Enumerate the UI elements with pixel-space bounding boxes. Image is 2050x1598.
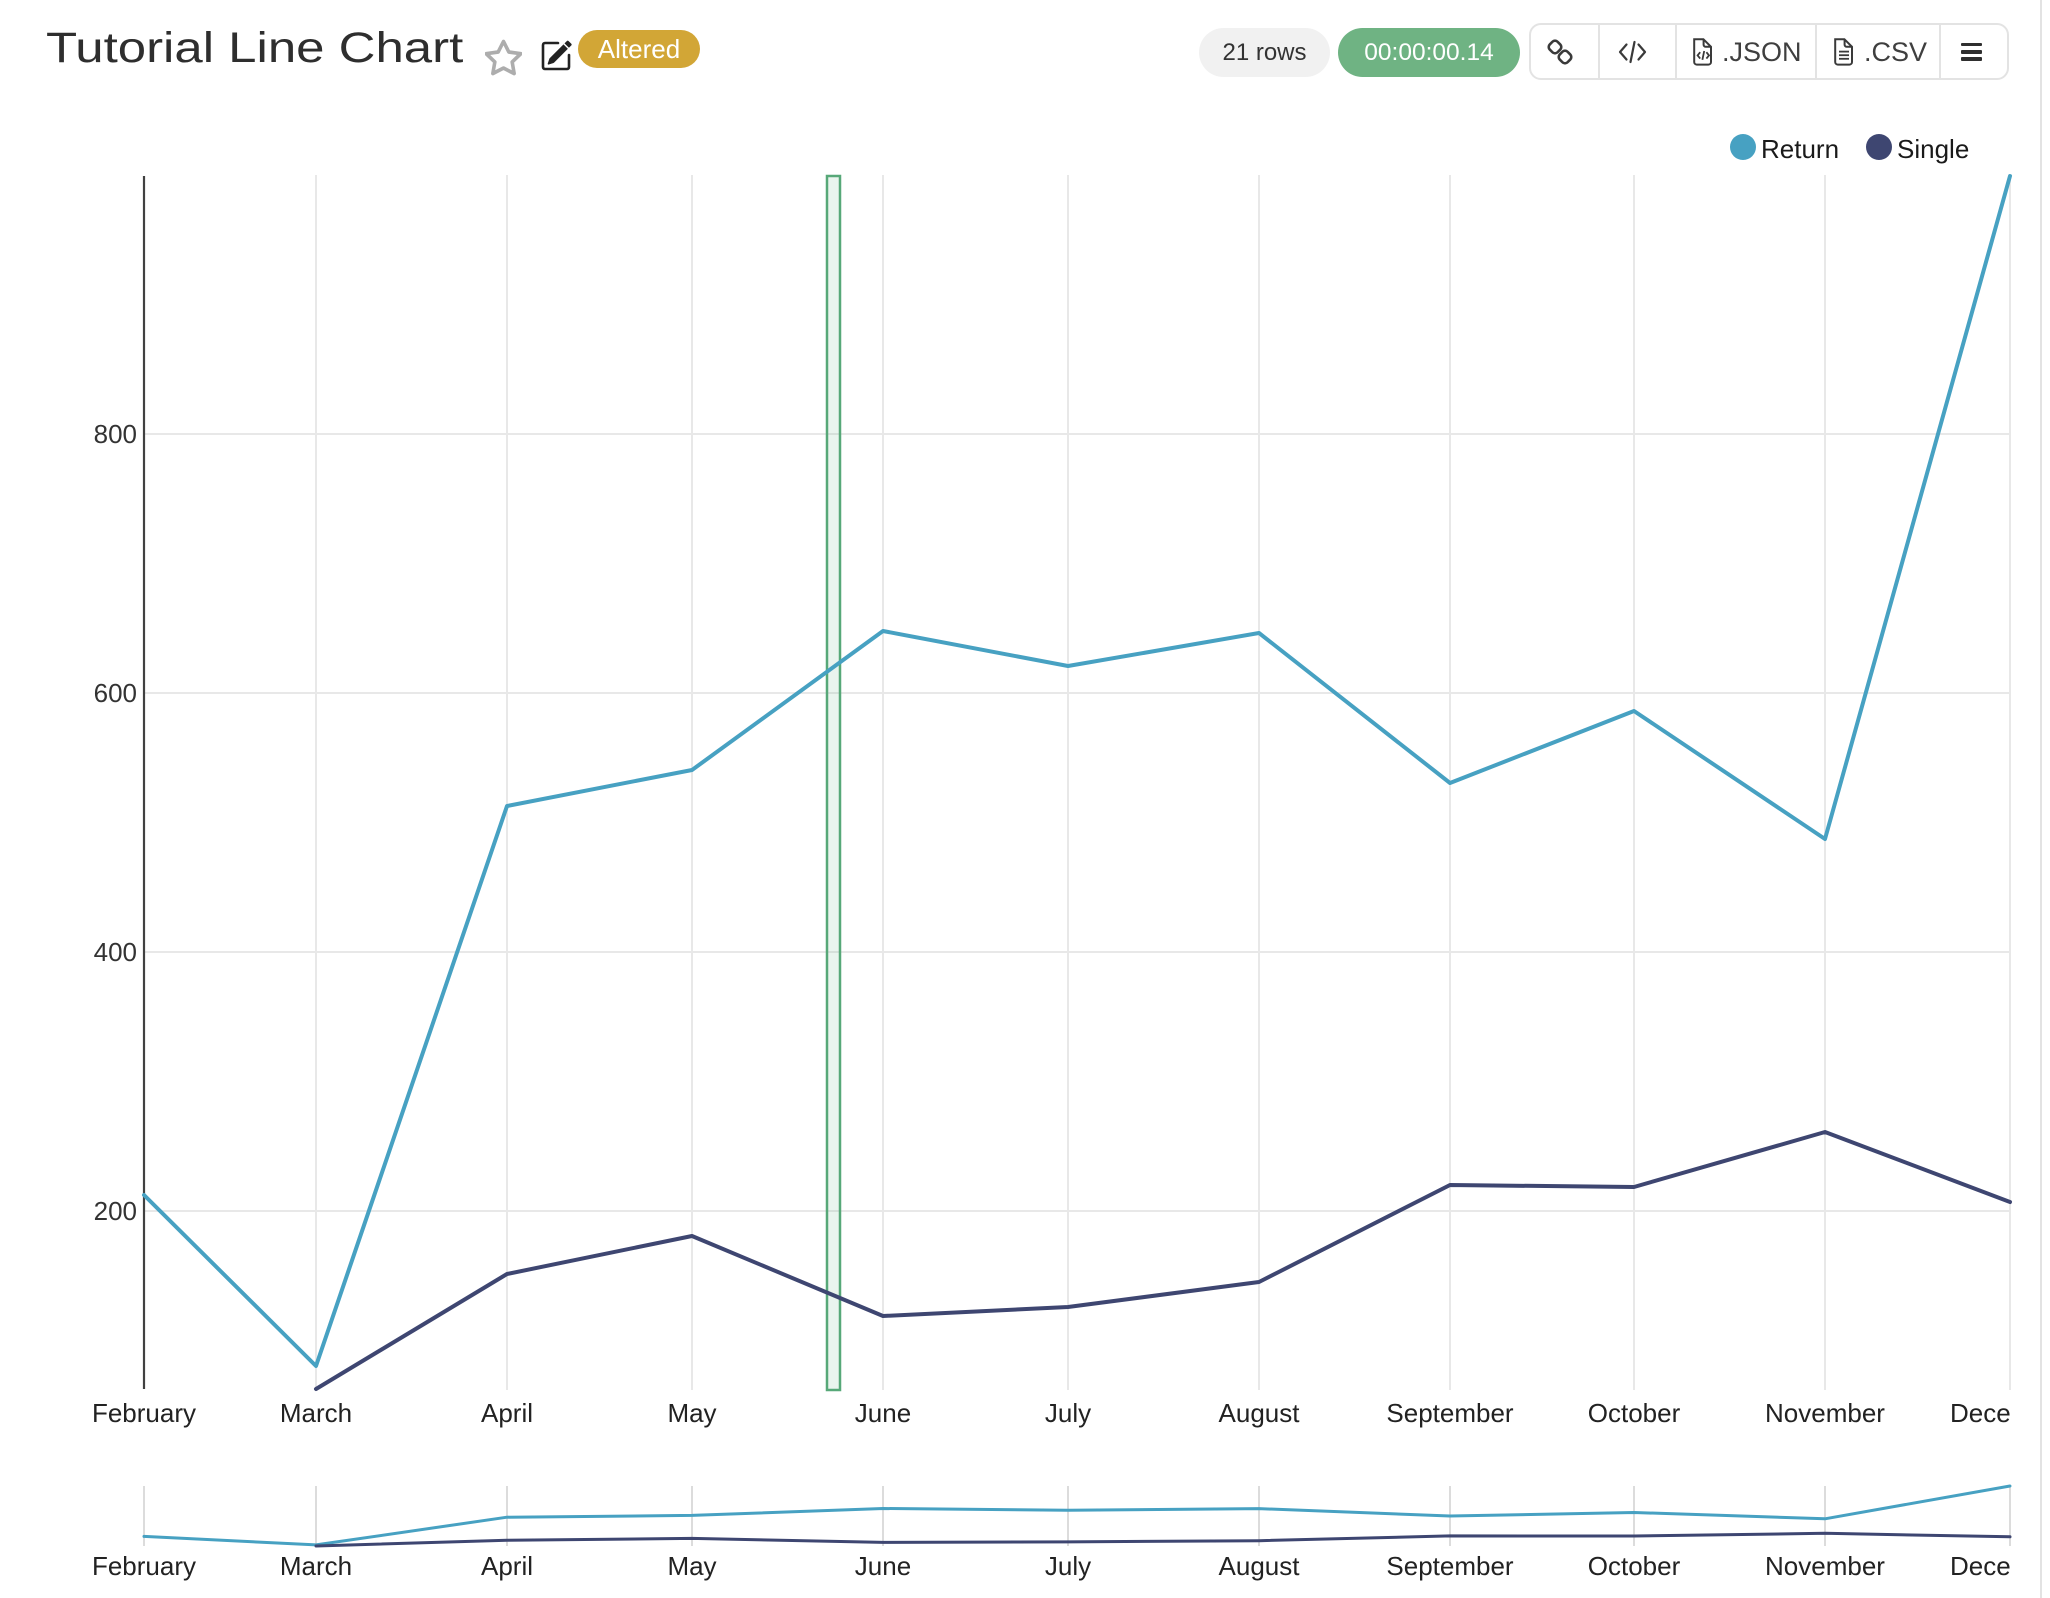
svg-text:December: December bbox=[1950, 1551, 2050, 1581]
svg-text:October: October bbox=[1588, 1551, 1681, 1581]
svg-text:February: February bbox=[92, 1551, 196, 1581]
svg-text:August: August bbox=[1219, 1398, 1301, 1428]
svg-text:May: May bbox=[667, 1551, 716, 1581]
svg-text:November: November bbox=[1765, 1398, 1885, 1428]
svg-text:June: June bbox=[855, 1551, 911, 1581]
svg-text:February: February bbox=[92, 1398, 196, 1428]
svg-text:July: July bbox=[1045, 1551, 1091, 1581]
svg-text:May: May bbox=[667, 1398, 716, 1428]
svg-text:August: August bbox=[1219, 1551, 1301, 1581]
svg-text:July: July bbox=[1045, 1398, 1091, 1428]
svg-text:November: November bbox=[1765, 1551, 1885, 1581]
svg-text:June: June bbox=[855, 1398, 911, 1428]
svg-text:October: October bbox=[1588, 1398, 1681, 1428]
svg-text:800: 800 bbox=[94, 419, 137, 449]
svg-text:April: April bbox=[481, 1551, 533, 1581]
svg-text:September: September bbox=[1386, 1551, 1514, 1581]
svg-text:April: April bbox=[481, 1398, 533, 1428]
svg-text:December: December bbox=[1950, 1398, 2050, 1428]
svg-text:September: September bbox=[1386, 1398, 1514, 1428]
svg-text:March: March bbox=[280, 1398, 352, 1428]
svg-text:400: 400 bbox=[94, 937, 137, 967]
svg-text:March: March bbox=[280, 1551, 352, 1581]
svg-text:200: 200 bbox=[94, 1196, 137, 1226]
svg-text:600: 600 bbox=[94, 678, 137, 708]
